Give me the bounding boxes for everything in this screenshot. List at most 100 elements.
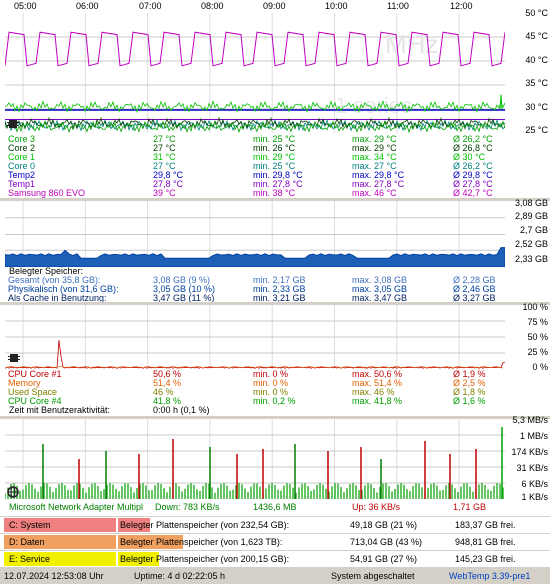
hour-axis-bar: 05:00 06:00 07:00 08:00 09:00 10:00 11:0…	[0, 0, 550, 13]
axis-tick: 174 KB/s	[511, 447, 548, 457]
legend-cur: 31 °C	[153, 152, 176, 162]
memory-plot	[5, 201, 505, 267]
legend-max: max. 29 °C	[352, 143, 397, 153]
drive-row[interactable]: C: System Belegter Plattenspeicher (von 2…	[0, 517, 550, 533]
axis-tick: 1 KB/s	[521, 492, 548, 502]
legend-name: Temp1	[8, 179, 36, 189]
status-system: System abgeschaltet	[331, 571, 415, 581]
cpu-panel: 100 % 75 % 50 % 25 % 0 % CPU Core #1 50,6…	[0, 302, 550, 416]
legend-cur: 41,8 %	[153, 396, 182, 406]
temperature-chart: MHz 1 series	[5, 13, 505, 133]
separator	[0, 302, 550, 305]
drive-free: 145,23 GB frei.	[455, 554, 516, 564]
axis-tick: 2,52 GB	[514, 239, 548, 249]
separator	[0, 198, 550, 201]
hour-label: 09:00	[263, 1, 286, 11]
status-uptime: Uptime: 4 d 02:22:05 h	[134, 571, 226, 581]
axis-tick: 5,3 MB/s	[512, 415, 548, 425]
legend-max: max. 41,8 %	[352, 396, 403, 406]
legend-cur: 3,08 GB (9 %)	[153, 275, 211, 285]
axis-tick: 31 KB/s	[516, 463, 548, 473]
network-globe-icon	[7, 486, 19, 498]
temperature-legend: Core 3 27 °C min. 25 °C max. 29 °C Ø 26,2 °C…	[8, 135, 548, 198]
axis-tick: 2,33 GB	[514, 254, 548, 264]
legend-min: min. 0 %	[253, 369, 289, 379]
legend-avg: Ø 3,27 GB	[453, 293, 496, 303]
axis-tick: 75 %	[527, 317, 548, 327]
network-up-total: 1,71 GB	[453, 502, 487, 512]
temperature-axis: 50 °C 45 °C 40 °C 35 °C 30 °C 25 °C	[504, 8, 548, 138]
network-adapter-name: Microsoft Network Adapter Multipl	[9, 502, 144, 512]
legend-min: min. 38 °C	[253, 188, 296, 198]
drive-used: 54,91 GB (27 %)	[350, 554, 418, 564]
cpu-chart	[5, 305, 505, 369]
legend-min: min. 0,2 %	[253, 396, 296, 406]
hour-label: 12:00	[450, 1, 473, 11]
memory-axis: 3,08 GB 2,89 GB 2,7 GB 2,52 GB 2,33 GB	[504, 198, 548, 268]
axis-tick: 6 KB/s	[521, 479, 548, 489]
legend-cur: 39 °C	[153, 188, 176, 198]
memory-chart	[5, 201, 505, 267]
legend-name: CPU Core #4	[8, 396, 62, 406]
legend-min: min. 2,33 GB	[253, 284, 306, 294]
legend-max: max. 34 °C	[352, 152, 397, 162]
legend-cur: 27 °C	[153, 161, 176, 171]
hour-label: 06:00	[76, 1, 99, 11]
axis-tick: 0 %	[532, 362, 548, 372]
legend-min: min. 29 °C	[253, 152, 296, 162]
drive-usage-bar	[118, 535, 183, 549]
series-line-core-2	[5, 116, 505, 130]
drive-label: C: System	[4, 518, 116, 532]
axis-tick: 50 %	[527, 332, 548, 342]
legend-avg: Ø 1,8 %	[453, 387, 486, 397]
legend-name: CPU Core #1	[8, 369, 62, 379]
legend-max: max. 3,05 GB	[352, 284, 408, 294]
legend-max: max. 3,47 GB	[352, 293, 408, 303]
axis-tick: 50 °C	[525, 8, 548, 18]
axis-tick: 35 °C	[525, 78, 548, 88]
series-line-core-0	[5, 118, 505, 132]
drive-used: 713,04 GB (43 %)	[350, 537, 423, 547]
legend-min: min. 3,21 GB	[253, 293, 306, 303]
legend-cur: 3,05 GB (10 %)	[153, 284, 216, 294]
drive-label: E: Service	[4, 552, 116, 566]
axis-tick: 40 °C	[525, 55, 548, 65]
legend-max: max. 46 %	[352, 387, 395, 397]
memory-legend: Gesamt (von 35,8 GB): 3,08 GB (9 %) min. 2…	[8, 276, 548, 303]
drive-description: Belegter Plattenspeicher (von 232,54 GB)…	[120, 520, 290, 530]
legend-cur: 51,4 %	[153, 378, 182, 388]
legend-cur: 29,8 °C	[153, 170, 184, 180]
cpu-chip-icon	[8, 352, 20, 364]
hour-label: 05:00	[14, 1, 37, 11]
drive-row[interactable]: D: Daten Belegter Plattenspeicher (von 1,…	[0, 534, 550, 550]
status-bar: 12.07.2024 12:53:08 Uhr Uptime: 4 d 02:2…	[0, 568, 550, 584]
axis-tick: 2,7 GB	[519, 225, 548, 235]
network-down-total: 1436,6 MB	[253, 502, 297, 512]
memory-title: Belegter Speicher:	[9, 266, 84, 276]
legend-min: min. 0 %	[253, 387, 289, 397]
hour-labels: 05:00 06:00 07:00 08:00 09:00 10:00 11:0…	[5, 0, 505, 12]
drive-list: C: System Belegter Plattenspeicher (von 2…	[0, 517, 550, 567]
legend-cur: 27,8 °C	[153, 179, 184, 189]
legend-min: min. 27,8 °C	[253, 179, 303, 189]
legend-name: Core 1	[8, 152, 36, 162]
legend-max: max. 29 °C	[352, 134, 397, 144]
legend-cur: 50,6 %	[153, 369, 182, 379]
legend-max: max. 46 °C	[352, 188, 397, 198]
series-line-samsung-860-evo	[5, 31, 505, 67]
legend-cur: 27 °C	[153, 143, 176, 153]
legend-name: Physikalisch (von 31,6 GB):	[8, 284, 119, 294]
drive-free: 948,81 GB frei.	[455, 537, 516, 547]
legend-name: Samsung 860 EVO	[8, 188, 86, 198]
drive-row[interactable]: E: Service Belegter Plattenspeicher (von …	[0, 551, 550, 567]
legend-max: max. 27,8 °C	[352, 179, 405, 189]
status-datetime: 12.07.2024 12:53:08 Uhr	[4, 571, 104, 581]
series-line-core-3	[5, 120, 505, 133]
app-version-link[interactable]: WebTemp 3.39-pre1	[449, 571, 531, 581]
legend-avg: Ø 26,2 °C	[453, 134, 493, 144]
legend-avg: Ø 2,46 GB	[453, 284, 496, 294]
legend-min: min. 25 °C	[253, 134, 296, 144]
cpu-legend: CPU Core #1 50,6 % min. 0 % max. 50,6 % Ø 1,…	[8, 370, 548, 406]
legend-cur: 3,47 GB (11 %)	[153, 293, 215, 303]
memory-panel: 3,08 GB 2,89 GB 2,7 GB 2,52 GB 2,33 GB B…	[0, 198, 550, 303]
